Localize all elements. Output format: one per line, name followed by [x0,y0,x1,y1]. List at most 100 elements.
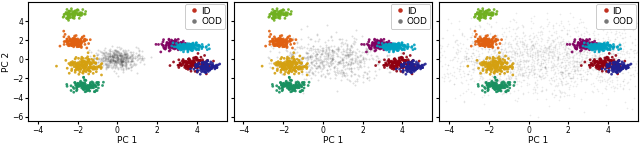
Point [68,42,78,45]
Point [399,62,410,64]
Point [89,62,99,64]
Point [604,45,614,47]
Point [84,68,94,70]
Point [173,45,183,47]
Point [485,55,495,58]
Point [552,84,563,87]
Point [474,40,484,43]
Point [75,42,85,44]
Point [501,50,511,52]
Point [340,51,351,53]
Point [197,65,207,67]
X-axis label: PC 1: PC 1 [529,136,548,145]
Point [187,64,197,66]
Point [511,77,522,79]
Point [560,47,570,49]
Point [540,66,550,69]
Point [618,64,628,67]
Point [585,43,595,46]
Point [70,38,81,40]
Point [288,61,298,63]
Point [591,77,601,79]
Point [500,38,511,40]
Point [109,54,119,56]
Point [168,42,179,44]
Point [608,61,618,64]
Point [202,63,212,65]
Point [71,40,81,42]
Point [506,46,516,49]
Point [80,83,90,85]
Point [119,55,129,58]
Point [77,8,88,11]
Point [597,79,607,81]
Point [631,63,640,65]
Point [595,43,605,45]
Point [475,43,485,45]
Point [317,61,327,63]
Point [584,57,595,60]
Point [182,42,193,45]
Point [75,45,85,47]
Point [355,54,365,56]
Point [592,60,602,62]
Point [534,44,544,46]
Point [500,90,511,93]
Point [278,39,288,42]
Point [183,65,193,67]
Point [74,67,84,70]
Point [280,14,291,16]
Point [311,57,321,60]
Point [101,63,111,65]
Point [523,53,533,56]
Point [303,58,313,60]
Point [285,88,295,90]
Point [552,67,563,69]
Point [477,96,487,98]
Point [517,53,527,55]
Point [584,44,594,47]
Point [541,70,551,72]
Point [285,35,295,37]
Point [599,58,609,60]
Point [175,62,185,64]
Point [392,47,403,49]
Point [129,63,140,65]
Point [482,62,492,65]
Point [305,37,315,40]
Point [285,79,295,81]
Point [575,47,585,49]
Point [174,46,184,48]
Point [621,49,632,52]
Point [478,43,488,45]
Point [310,47,321,50]
Point [536,90,546,92]
Point [435,56,445,58]
Point [187,43,197,45]
Point [560,48,570,50]
Point [387,60,397,62]
Point [164,44,174,47]
Point [565,77,575,80]
Point [389,61,399,64]
Point [572,62,582,65]
Point [333,47,344,50]
Point [280,66,291,69]
Point [399,63,410,65]
Point [118,63,128,66]
Point [635,45,640,47]
Point [483,84,493,86]
Point [316,52,326,55]
Point [611,65,621,67]
Point [291,85,301,87]
Point [500,67,510,69]
Point [413,66,423,68]
Point [396,51,406,54]
Point [492,56,502,58]
Point [596,59,606,61]
Point [115,54,125,57]
Point [496,65,506,67]
Point [484,55,494,57]
Point [410,48,420,50]
Point [376,38,386,41]
